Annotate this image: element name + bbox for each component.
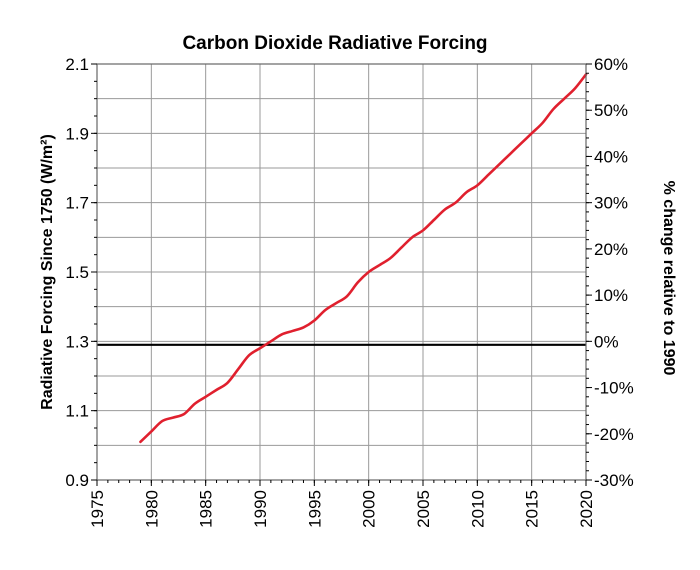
y2-tick-label: -10% [594, 379, 634, 398]
x-tick-label: 1990 [251, 490, 270, 528]
y-tick-label: 2.1 [65, 55, 89, 74]
x-tick-label: 2010 [468, 490, 487, 528]
co2-forcing-line [139, 73, 588, 444]
y-tick-label: 1.7 [65, 194, 89, 213]
y-tick-label: 1.1 [65, 402, 89, 421]
y2-tick-label: -20% [594, 425, 634, 444]
chart-title: Carbon Dioxide Radiative Forcing [182, 33, 487, 54]
y-tick-label: 0.9 [65, 471, 89, 490]
y2-tick-label: 20% [594, 240, 628, 259]
y2-tick-label: 40% [594, 147, 628, 166]
x-tick-label: 1980 [142, 490, 161, 528]
y2-tick-label: 60% [594, 55, 628, 74]
x-tick-label: 1975 [88, 490, 107, 528]
y2-axis-label: % change relative to 1990 [660, 181, 677, 376]
x-tick-label: 2015 [523, 490, 542, 528]
y2-tick-label: 50% [594, 101, 628, 120]
y-axis-left: 0.9 1.1 1.3 1.5 1.7 1.9 2.1 [65, 55, 97, 490]
y-tick-label: 1.3 [65, 332, 89, 351]
x-axis: 1975 1980 1985 1990 1995 2000 2005 2010 2015 2020 [88, 480, 596, 528]
x-tick-label: 2000 [360, 490, 379, 528]
x-tick-label: 2020 [577, 490, 596, 528]
y-tick-label: 1.5 [65, 263, 89, 282]
series-group [139, 73, 588, 444]
x-tick-label: 2005 [414, 490, 433, 528]
y-tick-label: 1.9 [65, 124, 89, 143]
x-tick-label: 1995 [305, 490, 324, 528]
x-tick-label: 1985 [197, 490, 216, 528]
y2-tick-label: 0% [594, 332, 619, 351]
y-axis-right: -30% -20% -10% 0% 10% 20% 30% 40% 50% 60% [586, 55, 634, 490]
y2-tick-label: 10% [594, 286, 628, 305]
y2-tick-label: -30% [594, 471, 634, 490]
y2-tick-label: 30% [594, 194, 628, 213]
y-axis-label: Radiative Forcing Since 1750 (W/m²) [39, 134, 56, 410]
